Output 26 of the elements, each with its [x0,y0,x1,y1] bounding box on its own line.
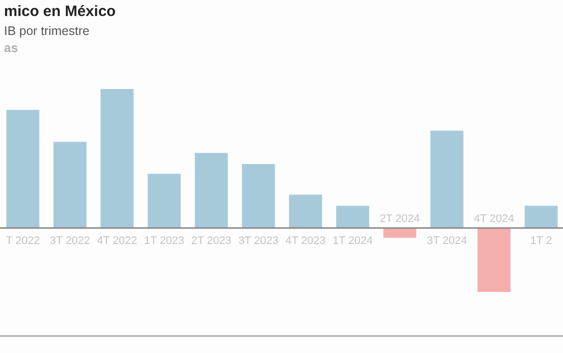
x-tick-label: 3T 2022 [50,235,90,247]
x-tick-label: 1T 2024 [332,235,373,247]
bar [53,142,86,228]
bar [289,194,322,228]
bar [524,206,558,228]
x-tick-label: 3T 2023 [238,235,279,247]
x-tick-label: 1T 2 [530,235,552,247]
text: as [4,41,18,55]
bar [194,152,228,228]
x-tick-label: 4T 2023 [285,235,326,247]
chart-subtitle: IB por trimestre [4,24,90,38]
x-tick-label: 2T 2023 [191,235,232,247]
chart-title: mico en México [4,3,116,20]
bar [430,130,464,228]
bar [242,164,275,228]
bar [148,174,181,228]
bar [478,228,511,292]
x-tick-label: T 2022 [6,235,40,247]
x-tick-label: 3T 2024 [426,235,467,247]
x-tick-label: 1T 2023 [144,235,184,247]
x-tick-label: 4T 2022 [97,235,138,247]
bar [100,89,134,228]
x-tick-label: 4T 2024 [474,213,514,225]
bar [6,110,40,228]
x-tick-label: 2T 2024 [380,213,420,225]
bar [336,206,370,228]
